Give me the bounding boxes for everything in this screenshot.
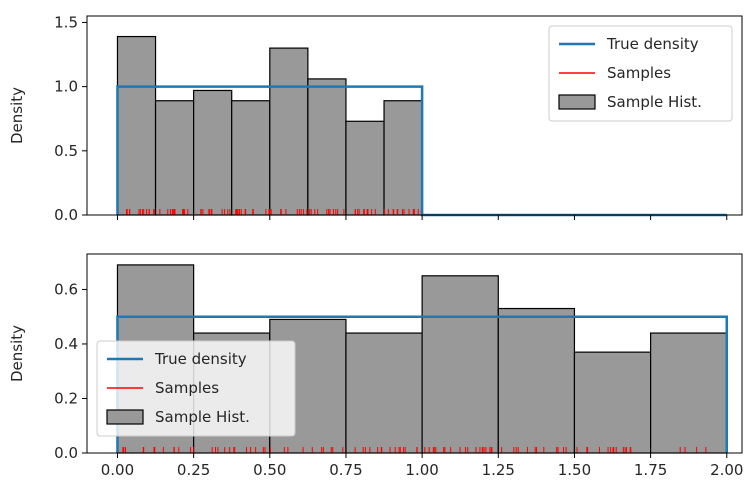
- histogram-bar-5: [421, 275, 499, 454]
- sample-rug: [122, 447, 707, 453]
- histogram-bar-4: [231, 100, 271, 216]
- legend-box: [96, 340, 296, 437]
- histogram-bar-2: [154, 100, 195, 216]
- axes-frame: [86, 15, 743, 216]
- y-tick-label: 1.0: [54, 78, 78, 96]
- histogram-bar-7: [345, 120, 385, 216]
- legend-label: True density: [606, 35, 699, 53]
- legend: True density Samples Sample Hist.: [96, 340, 296, 437]
- x-tick-label: 0.00: [101, 461, 134, 479]
- y-tick-label: 0.6: [54, 280, 78, 298]
- y-tick-label: 0.2: [54, 389, 78, 407]
- y-axis-label: Density: [8, 325, 26, 382]
- axes-frame: [86, 253, 743, 454]
- histogram-bar-1: [116, 35, 157, 216]
- histogram-bar-3: [193, 89, 233, 216]
- x-tick-label: 0.25: [177, 461, 210, 479]
- x-tick-label: 1.75: [634, 461, 667, 479]
- histogram-bar-7: [573, 351, 652, 454]
- x-tick-label: 1.50: [558, 461, 591, 479]
- x-tick-label: 1.00: [405, 461, 438, 479]
- histogram-bar-5: [269, 47, 309, 216]
- x-tick-label: 1.25: [482, 461, 515, 479]
- legend: True density Samples Sample Hist.: [548, 25, 733, 122]
- legend-label: True density: [154, 350, 247, 368]
- y-tick-label: 1.5: [54, 13, 78, 31]
- y-axis-label: Density: [8, 87, 26, 144]
- legend-label: Samples: [155, 379, 219, 397]
- histogram-bar-8: [383, 100, 423, 216]
- subplot-2: 0.0 0.2 0.4 0.6 0.00 0.25 0.50 0.75 1.00 1.25 1.50…: [8, 253, 743, 479]
- x-tick-label: 0.50: [253, 461, 286, 479]
- x-tick-label: 0.75: [329, 461, 362, 479]
- legend-label: Sample Hist.: [155, 408, 250, 426]
- histogram-bar-6: [497, 307, 576, 454]
- sample-rug: [117, 209, 422, 215]
- y-tick-label: 0.0: [54, 206, 78, 224]
- histogram-bar-6: [307, 78, 347, 216]
- legend-hist-swatch: [106, 409, 144, 425]
- legend-label: Samples: [607, 64, 671, 82]
- legend-label: Sample Hist.: [607, 93, 702, 111]
- y-tick-label: 0.0: [54, 444, 78, 462]
- y-tick-label: 0.5: [54, 142, 78, 160]
- histogram-bar-8: [650, 332, 728, 454]
- y-tick-label: 0.4: [54, 335, 78, 353]
- x-tick-label: 2.00: [710, 461, 743, 479]
- legend-hist-swatch: [558, 94, 596, 110]
- histogram-bar-4: [345, 332, 423, 454]
- subplot-1: 0.0 0.5 1.0 1.5 Density True density Samples Sa…: [8, 13, 743, 224]
